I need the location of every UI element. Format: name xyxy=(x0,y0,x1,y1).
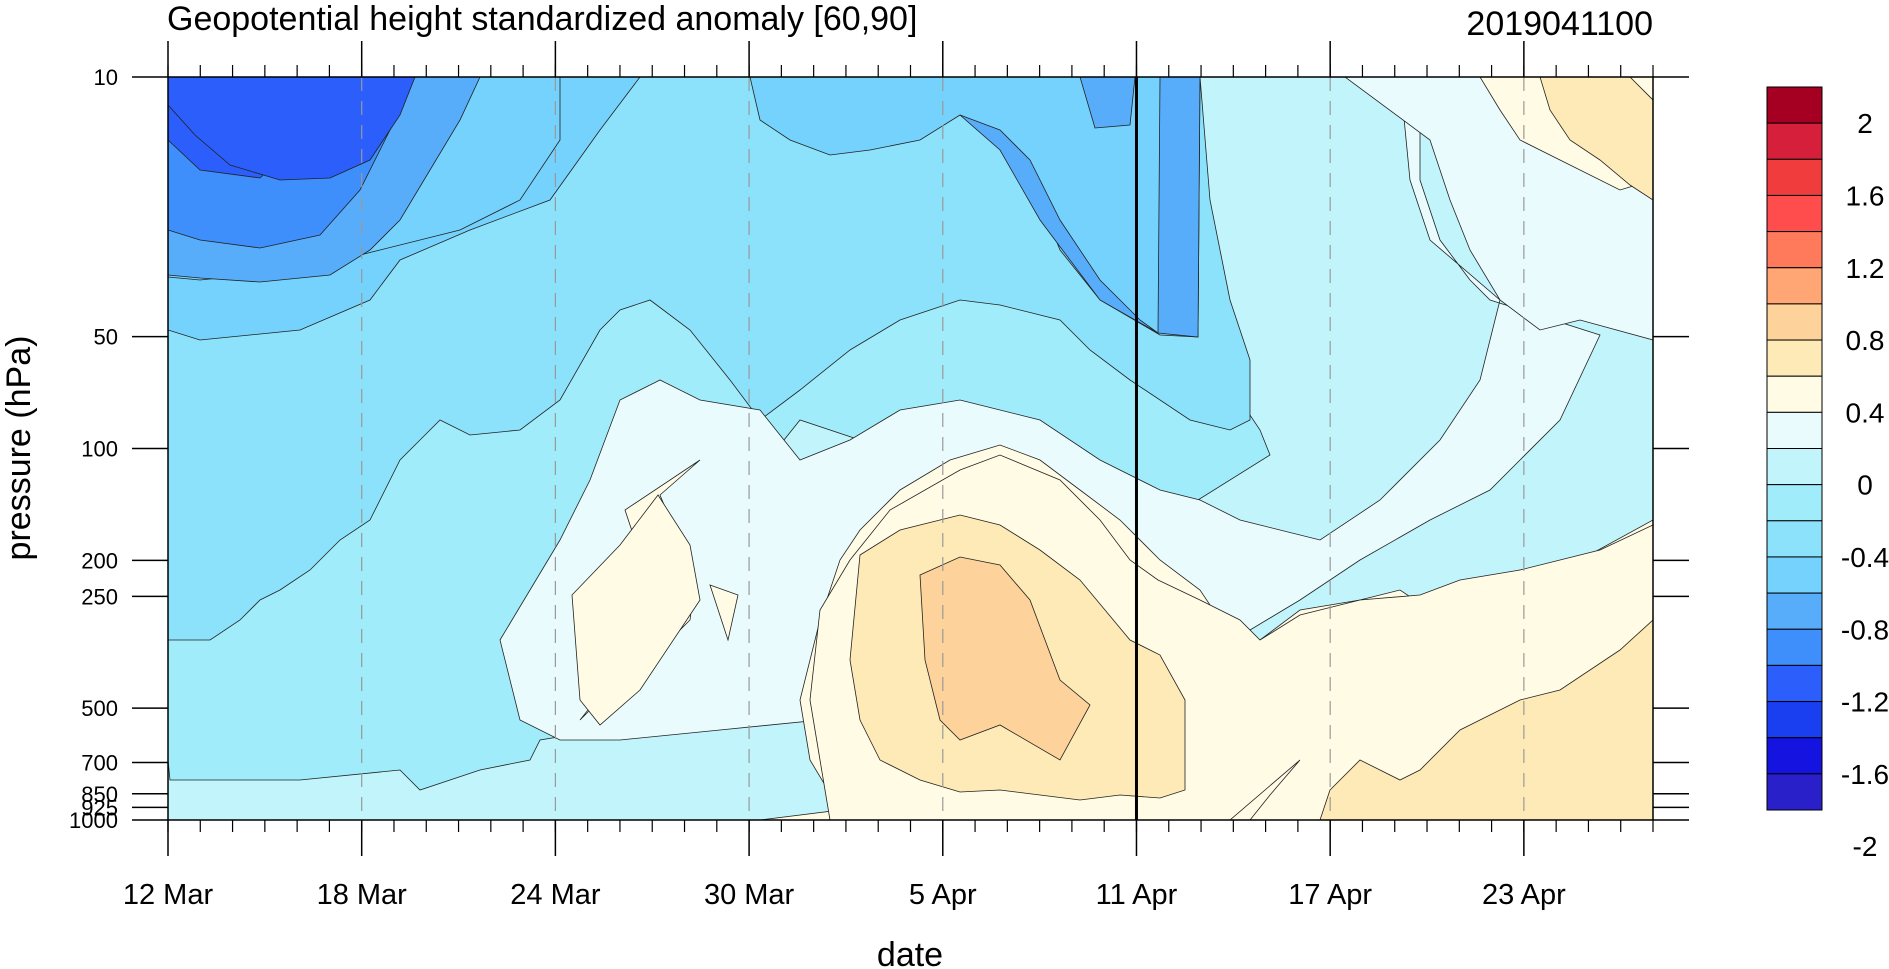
x-tick-label: 30 Mar xyxy=(704,879,795,911)
colorbar-swatch xyxy=(1766,303,1823,341)
colorbar-swatch xyxy=(1766,375,1823,413)
colorbar-swatch xyxy=(1766,737,1823,775)
contour-region-pos04-top xyxy=(1539,77,1653,201)
x-tick-label: 17 Apr xyxy=(1288,879,1372,911)
chart-title: Geopotential height standardized anomaly… xyxy=(167,0,917,38)
colorbar-swatch xyxy=(1766,484,1823,522)
y-tick-label: 500 xyxy=(81,696,118,721)
colorbar-swatch xyxy=(1766,231,1823,269)
x-axis-label: date xyxy=(877,936,943,969)
x-tick-label: 12 Mar xyxy=(123,879,214,911)
colorbar-label: -1.2 xyxy=(1841,687,1889,718)
x-tick-label: 18 Mar xyxy=(317,879,408,911)
colorbar-swatch xyxy=(1766,194,1823,233)
x-tick-label: 24 Mar xyxy=(510,879,601,911)
run-date-label: 2019041100 xyxy=(1466,5,1653,43)
colorbar-label: 0.8 xyxy=(1846,325,1885,356)
colorbar-swatch xyxy=(1766,773,1823,811)
colorbar-label: 1.2 xyxy=(1846,253,1885,284)
colorbar-swatch xyxy=(1766,339,1823,377)
x-tick-label: 11 Apr xyxy=(1096,879,1178,911)
x-axis: 12 Mar 18 Mar 24 Mar 30 Mar 5 Apr 11 Apr 17 Ap… xyxy=(123,41,1654,911)
colorbar-swatch xyxy=(1766,448,1823,486)
colorbar-swatch xyxy=(1766,86,1823,124)
colorbar-swatch xyxy=(1766,628,1823,666)
colorbar-swatch xyxy=(1766,664,1823,703)
x-tick-label: 5 Apr xyxy=(909,879,977,911)
colorbar-label: 2 xyxy=(1857,108,1873,139)
y-tick-label: 925 xyxy=(81,795,118,820)
contour-region-neg10-b xyxy=(1079,77,1136,129)
colorbar-label: 0.4 xyxy=(1846,397,1885,428)
contour-region-pos02-blob-c xyxy=(709,584,739,642)
colorbar-label: -0.8 xyxy=(1841,614,1889,645)
colorbar-swatch xyxy=(1766,158,1823,196)
colorbar: 2 1.6 1.2 0.8 0.4 0 -0.4 -0.8 -1.2 -1.6 -2 xyxy=(1766,86,1889,862)
contour-region-pos02-blob-b xyxy=(571,494,701,726)
contour-region-pos06 xyxy=(919,556,1091,761)
contour-region-zero xyxy=(499,77,1601,741)
colorbar-swatch xyxy=(1766,701,1823,739)
colorbar-swatch xyxy=(1766,122,1823,160)
y-tick-label: 10 xyxy=(94,65,118,90)
y-tick-label: 100 xyxy=(81,437,118,462)
y-tick-label: 850 xyxy=(81,782,118,807)
colorbar-swatch xyxy=(1766,411,1823,450)
x-tick-label: 23 Apr xyxy=(1482,879,1566,911)
y-tick-label: 200 xyxy=(81,548,118,573)
colorbar-label: -0.4 xyxy=(1841,542,1889,573)
colorbar-swatch xyxy=(1766,520,1823,558)
y-tick-label: 1000 xyxy=(69,808,118,833)
contour-region-neg10-c xyxy=(959,77,1201,338)
contour-field xyxy=(168,77,1653,820)
colorbar-label: 1.6 xyxy=(1846,180,1885,211)
contour-region-neg16-core xyxy=(168,77,416,181)
colorbar-label: -1.6 xyxy=(1841,759,1889,790)
y-tick-label: 250 xyxy=(81,584,118,609)
y-axis-label: pressure (hPa) xyxy=(0,336,38,561)
colorbar-swatch xyxy=(1766,267,1823,305)
contour-region-pos04-right xyxy=(1319,619,1653,820)
y-tick-label: 50 xyxy=(94,325,118,350)
y-tick-label: 700 xyxy=(81,750,118,775)
colorbar-label: 0 xyxy=(1857,470,1873,501)
colorbar-label: -2 xyxy=(1853,831,1878,862)
colorbar-swatch xyxy=(1766,556,1823,594)
colorbar-swatch xyxy=(1766,592,1823,630)
